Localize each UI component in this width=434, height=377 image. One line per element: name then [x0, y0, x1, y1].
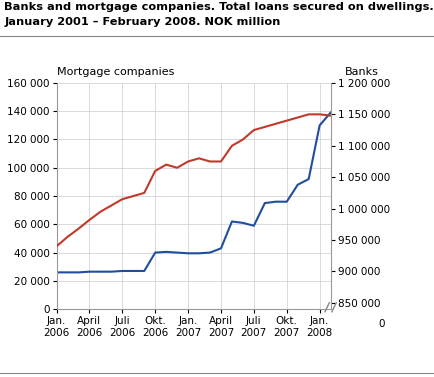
Mortgage companies: [152, 250, 158, 255]
Banks: [119, 197, 125, 201]
Mortgage companies: [218, 246, 223, 251]
Line: Mortgage companies: Mortgage companies: [56, 113, 330, 272]
Mortgage companies: [119, 269, 125, 273]
Banks: [207, 159, 212, 164]
Line: Banks: Banks: [56, 114, 330, 246]
Mortgage companies: [196, 251, 201, 256]
Banks: [273, 121, 278, 126]
Mortgage companies: [229, 219, 234, 224]
Banks: [240, 137, 245, 142]
Banks: [283, 118, 289, 123]
Banks: [87, 218, 92, 222]
Banks: [316, 112, 322, 116]
Banks: [262, 125, 267, 129]
Mortgage companies: [174, 250, 179, 255]
Mortgage companies: [294, 182, 299, 187]
Mortgage companies: [87, 270, 92, 274]
Mortgage companies: [262, 201, 267, 205]
Banks: [76, 227, 81, 231]
Mortgage companies: [306, 177, 311, 181]
Banks: [306, 112, 311, 116]
Mortgage companies: [54, 270, 59, 274]
Mortgage companies: [76, 270, 81, 274]
Mortgage companies: [185, 251, 190, 256]
Mortgage companies: [130, 269, 135, 273]
Mortgage companies: [141, 269, 147, 273]
Banks: [218, 159, 223, 164]
Text: Banks: Banks: [344, 67, 378, 77]
Text: January 2001 – February 2008. NOK million: January 2001 – February 2008. NOK millio…: [4, 17, 280, 27]
Banks: [65, 234, 70, 239]
Mortgage companies: [316, 123, 322, 127]
Mortgage companies: [283, 199, 289, 204]
Mortgage companies: [108, 270, 114, 274]
Banks: [98, 210, 103, 214]
Banks: [327, 113, 332, 118]
Banks: [141, 191, 147, 195]
Banks: [185, 159, 190, 164]
Text: Banks and mortgage companies. Total loans secured on dwellings.: Banks and mortgage companies. Total loan…: [4, 2, 433, 12]
Banks: [294, 115, 299, 120]
Banks: [174, 166, 179, 170]
Banks: [130, 194, 135, 198]
Banks: [163, 162, 168, 167]
Mortgage companies: [273, 199, 278, 204]
Mortgage companies: [98, 270, 103, 274]
Mortgage companies: [207, 250, 212, 255]
Text: 0: 0: [378, 319, 384, 329]
Banks: [108, 203, 114, 208]
Banks: [54, 244, 59, 248]
Text: Mortgage companies: Mortgage companies: [56, 67, 174, 77]
Banks: [251, 128, 256, 132]
Banks: [152, 169, 158, 173]
Mortgage companies: [65, 270, 70, 274]
Mortgage companies: [163, 250, 168, 254]
Banks: [229, 144, 234, 148]
Mortgage companies: [240, 221, 245, 225]
Mortgage companies: [327, 110, 332, 115]
Banks: [196, 156, 201, 161]
Mortgage companies: [251, 224, 256, 228]
